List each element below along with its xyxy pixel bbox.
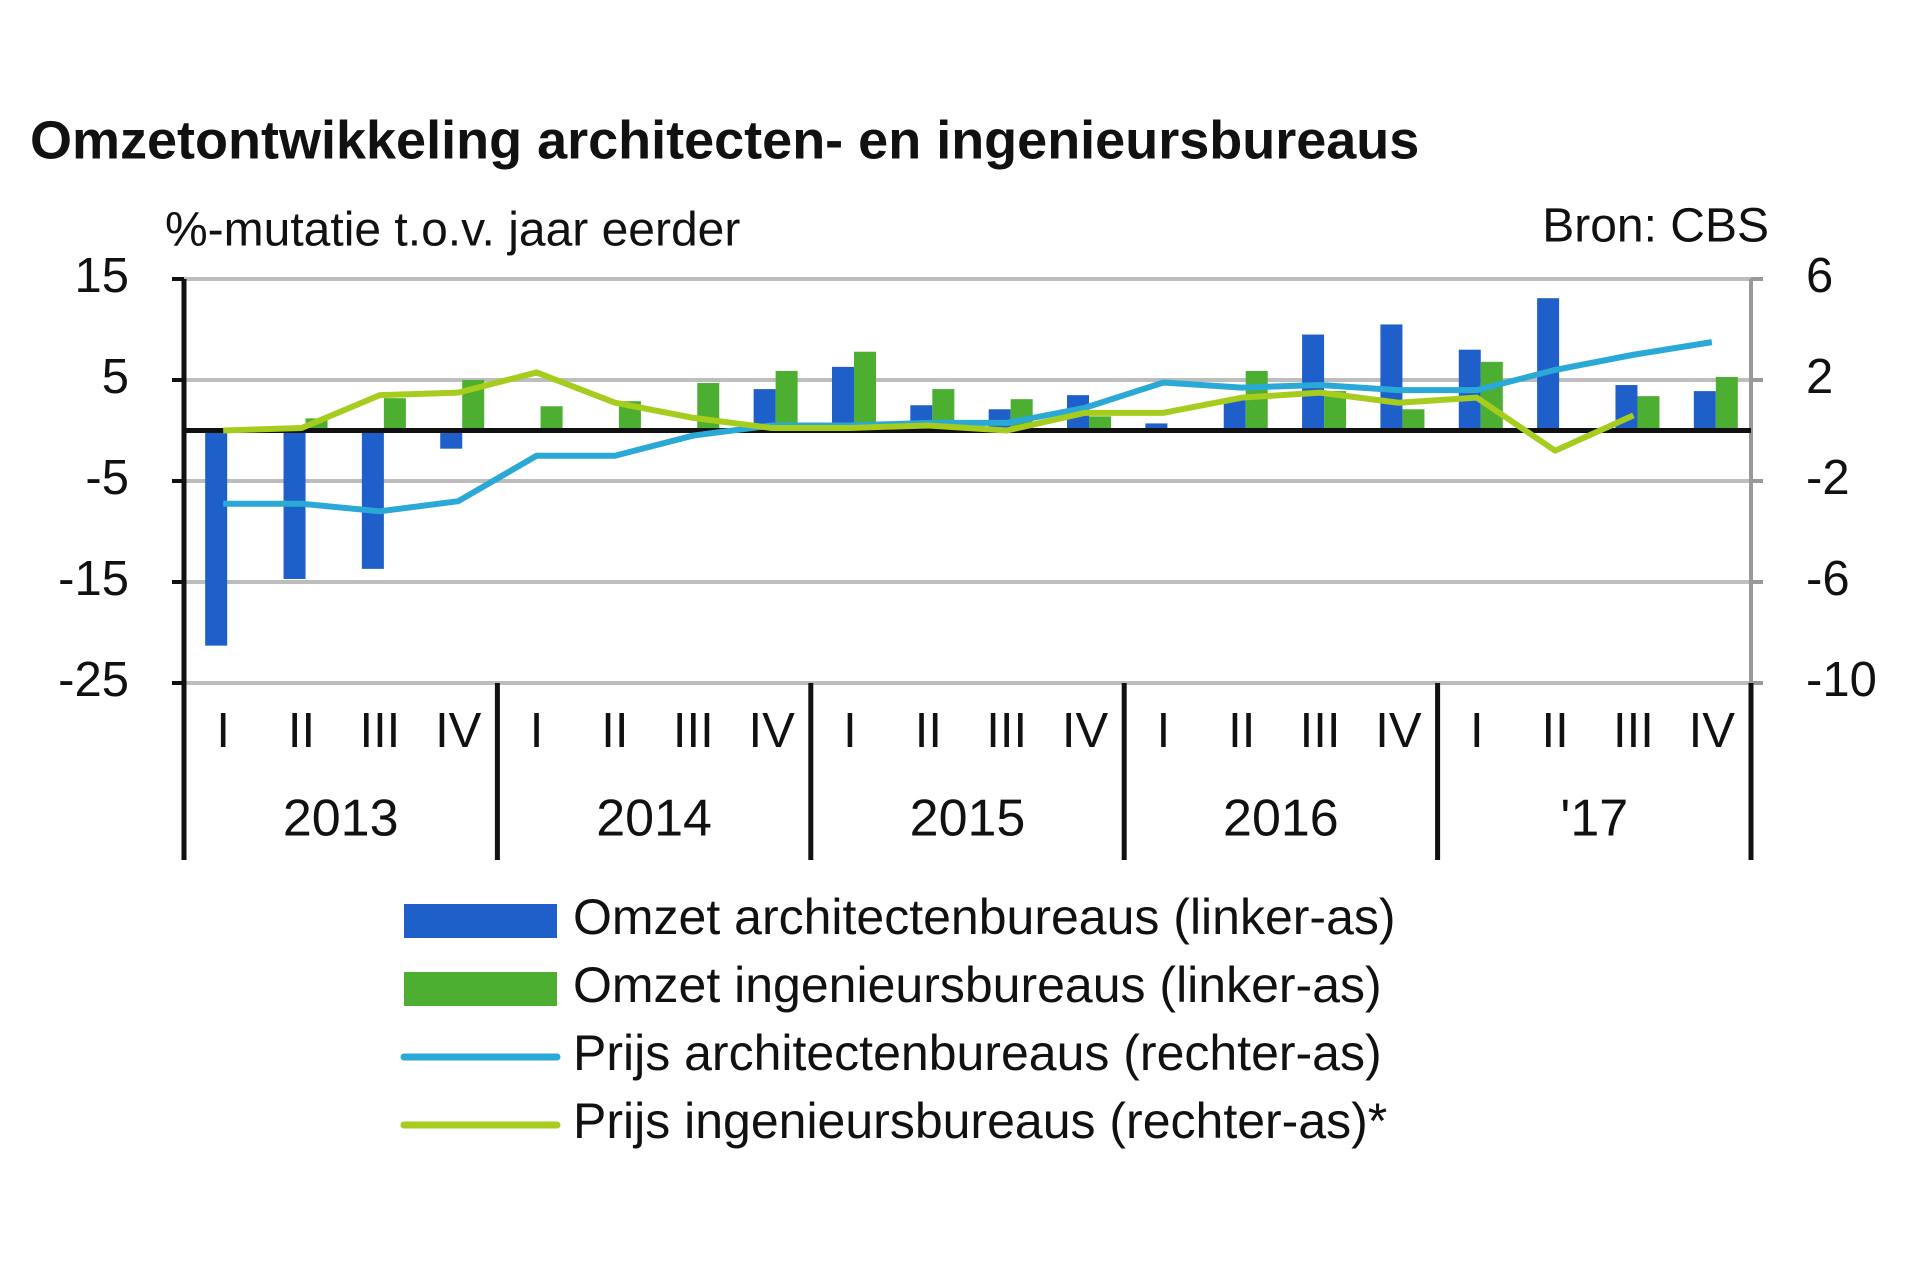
- bar: [205, 430, 228, 646]
- legend-label: Omzet architectenbureaus (linker-as): [573, 889, 1396, 945]
- x-tick-label: IV: [748, 704, 795, 758]
- x-tick-label: I: [843, 704, 857, 758]
- y-tick-label: -25: [58, 653, 129, 707]
- year-label: '17: [1560, 790, 1628, 848]
- line: [223, 369, 1635, 454]
- bar: [440, 430, 463, 449]
- x-tick-label: IV: [1062, 704, 1109, 758]
- y-axis-label: %-mutatie t.o.v. jaar eerder: [165, 204, 740, 257]
- y-tick-label: -15: [58, 552, 129, 606]
- bar: [1089, 416, 1112, 431]
- y2-tick-label: -10: [1806, 653, 1877, 707]
- legend-swatch: [404, 904, 557, 938]
- bar: [853, 351, 876, 431]
- x-tick-label: II: [601, 704, 628, 758]
- y2-tick-label: -2: [1806, 451, 1850, 505]
- year-label: 2016: [1223, 790, 1339, 848]
- x-tick-label: III: [986, 704, 1027, 758]
- x-tick-label: II: [1228, 704, 1255, 758]
- x-tick-label: II: [915, 704, 942, 758]
- y-tick-label: 15: [74, 249, 129, 303]
- x-tick-label: II: [288, 704, 315, 758]
- x-tick-label: IV: [1375, 704, 1422, 758]
- legend-label: Prijs ingenieursbureaus (rechter-as)*: [573, 1093, 1387, 1149]
- x-tick-label: II: [1542, 704, 1569, 758]
- y2-tick-label: -6: [1806, 552, 1850, 606]
- x-tick-label: III: [1300, 704, 1341, 758]
- chart-title: Omzetontwikkeling architecten- en ingeni…: [30, 110, 1419, 170]
- bar: [1480, 361, 1503, 431]
- year-label: 2015: [910, 790, 1026, 848]
- bar: [1537, 298, 1560, 431]
- bar: [1402, 409, 1425, 431]
- bar: [1145, 423, 1168, 431]
- source: Bron: CBS: [1542, 200, 1769, 253]
- x-tick-label: I: [1157, 704, 1171, 758]
- x-tick-label: IV: [1689, 704, 1736, 758]
- y-tick-label: 5: [102, 350, 129, 404]
- y2-tick-label: 2: [1806, 350, 1833, 404]
- year-label: 2013: [283, 790, 399, 848]
- legend-swatch: [404, 972, 557, 1006]
- bar: [361, 430, 384, 569]
- y2-tick-label: 6: [1806, 249, 1833, 303]
- x-tick-label: III: [359, 704, 400, 758]
- line: [223, 339, 1713, 515]
- bar: [1637, 396, 1660, 431]
- x-tick-label: I: [530, 704, 544, 758]
- bar: [1380, 324, 1403, 431]
- bar: [1715, 376, 1738, 431]
- bar: [753, 389, 776, 431]
- bar: [540, 406, 563, 431]
- bar: [1245, 370, 1268, 431]
- x-tick-label: I: [1470, 704, 1484, 758]
- x-tick-label: IV: [435, 704, 482, 758]
- x-tick-label: I: [216, 704, 230, 758]
- legend-label: Omzet ingenieursbureaus (linker-as): [573, 957, 1382, 1013]
- bar: [383, 398, 406, 431]
- bar: [1324, 391, 1347, 431]
- bar: [1693, 391, 1716, 431]
- bar: [1223, 400, 1246, 431]
- bar: [831, 366, 854, 431]
- y-tick-label: -5: [85, 451, 129, 505]
- x-tick-label: III: [673, 704, 714, 758]
- x-tick-label: III: [1613, 704, 1654, 758]
- legend-label: Prijs architectenbureaus (rechter-as): [573, 1025, 1382, 1081]
- bar: [775, 370, 798, 431]
- year-label: 2014: [596, 790, 712, 848]
